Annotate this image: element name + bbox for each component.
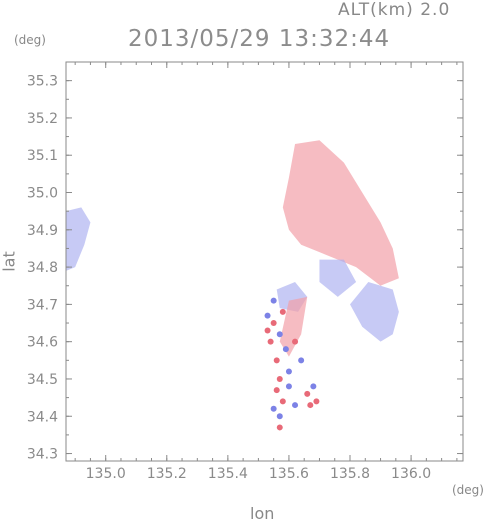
- echo-cell-positive: [313, 398, 320, 405]
- y-tick-label: 34.6: [27, 335, 58, 351]
- echo-cell-negative: [276, 413, 283, 420]
- x-tick-label: 135.2: [147, 466, 187, 482]
- echo-region-negative: [66, 207, 91, 271]
- plot-frame: [65, 61, 464, 462]
- echo-cell-positive: [264, 327, 271, 334]
- x-tick-label: 135.4: [208, 466, 248, 482]
- y-tick-label: 34.5: [27, 372, 58, 388]
- echo-cell-positive: [279, 398, 286, 405]
- echo-cell-positive: [276, 424, 283, 431]
- echo-cell-positive: [267, 338, 274, 345]
- x-tick-label: 135.8: [330, 466, 370, 482]
- x-tick-label: 135.0: [86, 466, 126, 482]
- echo-cell-negative: [292, 402, 299, 409]
- echo-cell-positive: [307, 402, 314, 409]
- echo-cell-positive: [276, 375, 283, 382]
- chart-title: 2013/05/29 13:32:44: [128, 26, 391, 52]
- y-tick-label: 35.2: [27, 111, 58, 127]
- altitude-label: ALT(km): [338, 0, 414, 20]
- echo-region-positive: [282, 140, 399, 286]
- altitude-value: 2.0: [420, 0, 451, 20]
- echo-cell-positive: [279, 308, 286, 315]
- y-tick-label: 34.8: [27, 260, 58, 276]
- echo-cell-negative: [282, 346, 289, 353]
- x-tick-label: 136.0: [391, 466, 431, 482]
- echo-region-positive: [279, 296, 308, 357]
- echo-cell-positive: [273, 387, 280, 394]
- echo-cell-negative: [276, 331, 283, 338]
- altitude-indicator: ALT(km) 2.0: [338, 0, 450, 20]
- echo-cell-negative: [270, 405, 277, 412]
- y-axis-unit: (deg): [14, 33, 46, 47]
- echo-cell-negative: [310, 383, 317, 390]
- echo-region-negative: [319, 259, 357, 297]
- tick-layer: 135.0 135.2 135.4 135.6 135.8 136.0 34.3 34.4 34…: [27, 61, 463, 482]
- echo-cell-negative: [264, 312, 271, 319]
- y-tick-label: 34.7: [27, 297, 58, 313]
- x-axis-unit: (deg): [452, 483, 484, 497]
- echo-cell-negative: [270, 297, 277, 304]
- echo-cell-positive: [270, 320, 277, 327]
- y-tick-label: 35.3: [27, 74, 58, 90]
- echo-layer: [66, 140, 399, 431]
- echo-cell-positive: [304, 390, 311, 397]
- echo-cell-negative: [285, 383, 292, 390]
- echo-cell-positive: [273, 357, 280, 364]
- x-tick-label: 135.6: [269, 466, 309, 482]
- y-tick-label: 35.0: [27, 186, 58, 202]
- y-tick-label: 34.9: [27, 223, 58, 239]
- y-tick-label: 34.3: [27, 447, 58, 463]
- echo-cell-negative: [285, 368, 292, 375]
- x-axis-label: lon: [250, 504, 275, 523]
- echo-cell-positive: [292, 338, 299, 345]
- y-tick-label: 35.1: [27, 148, 58, 164]
- echo-region-negative: [350, 282, 399, 342]
- y-tick-label: 34.4: [27, 409, 58, 425]
- echo-cell-negative: [298, 357, 305, 364]
